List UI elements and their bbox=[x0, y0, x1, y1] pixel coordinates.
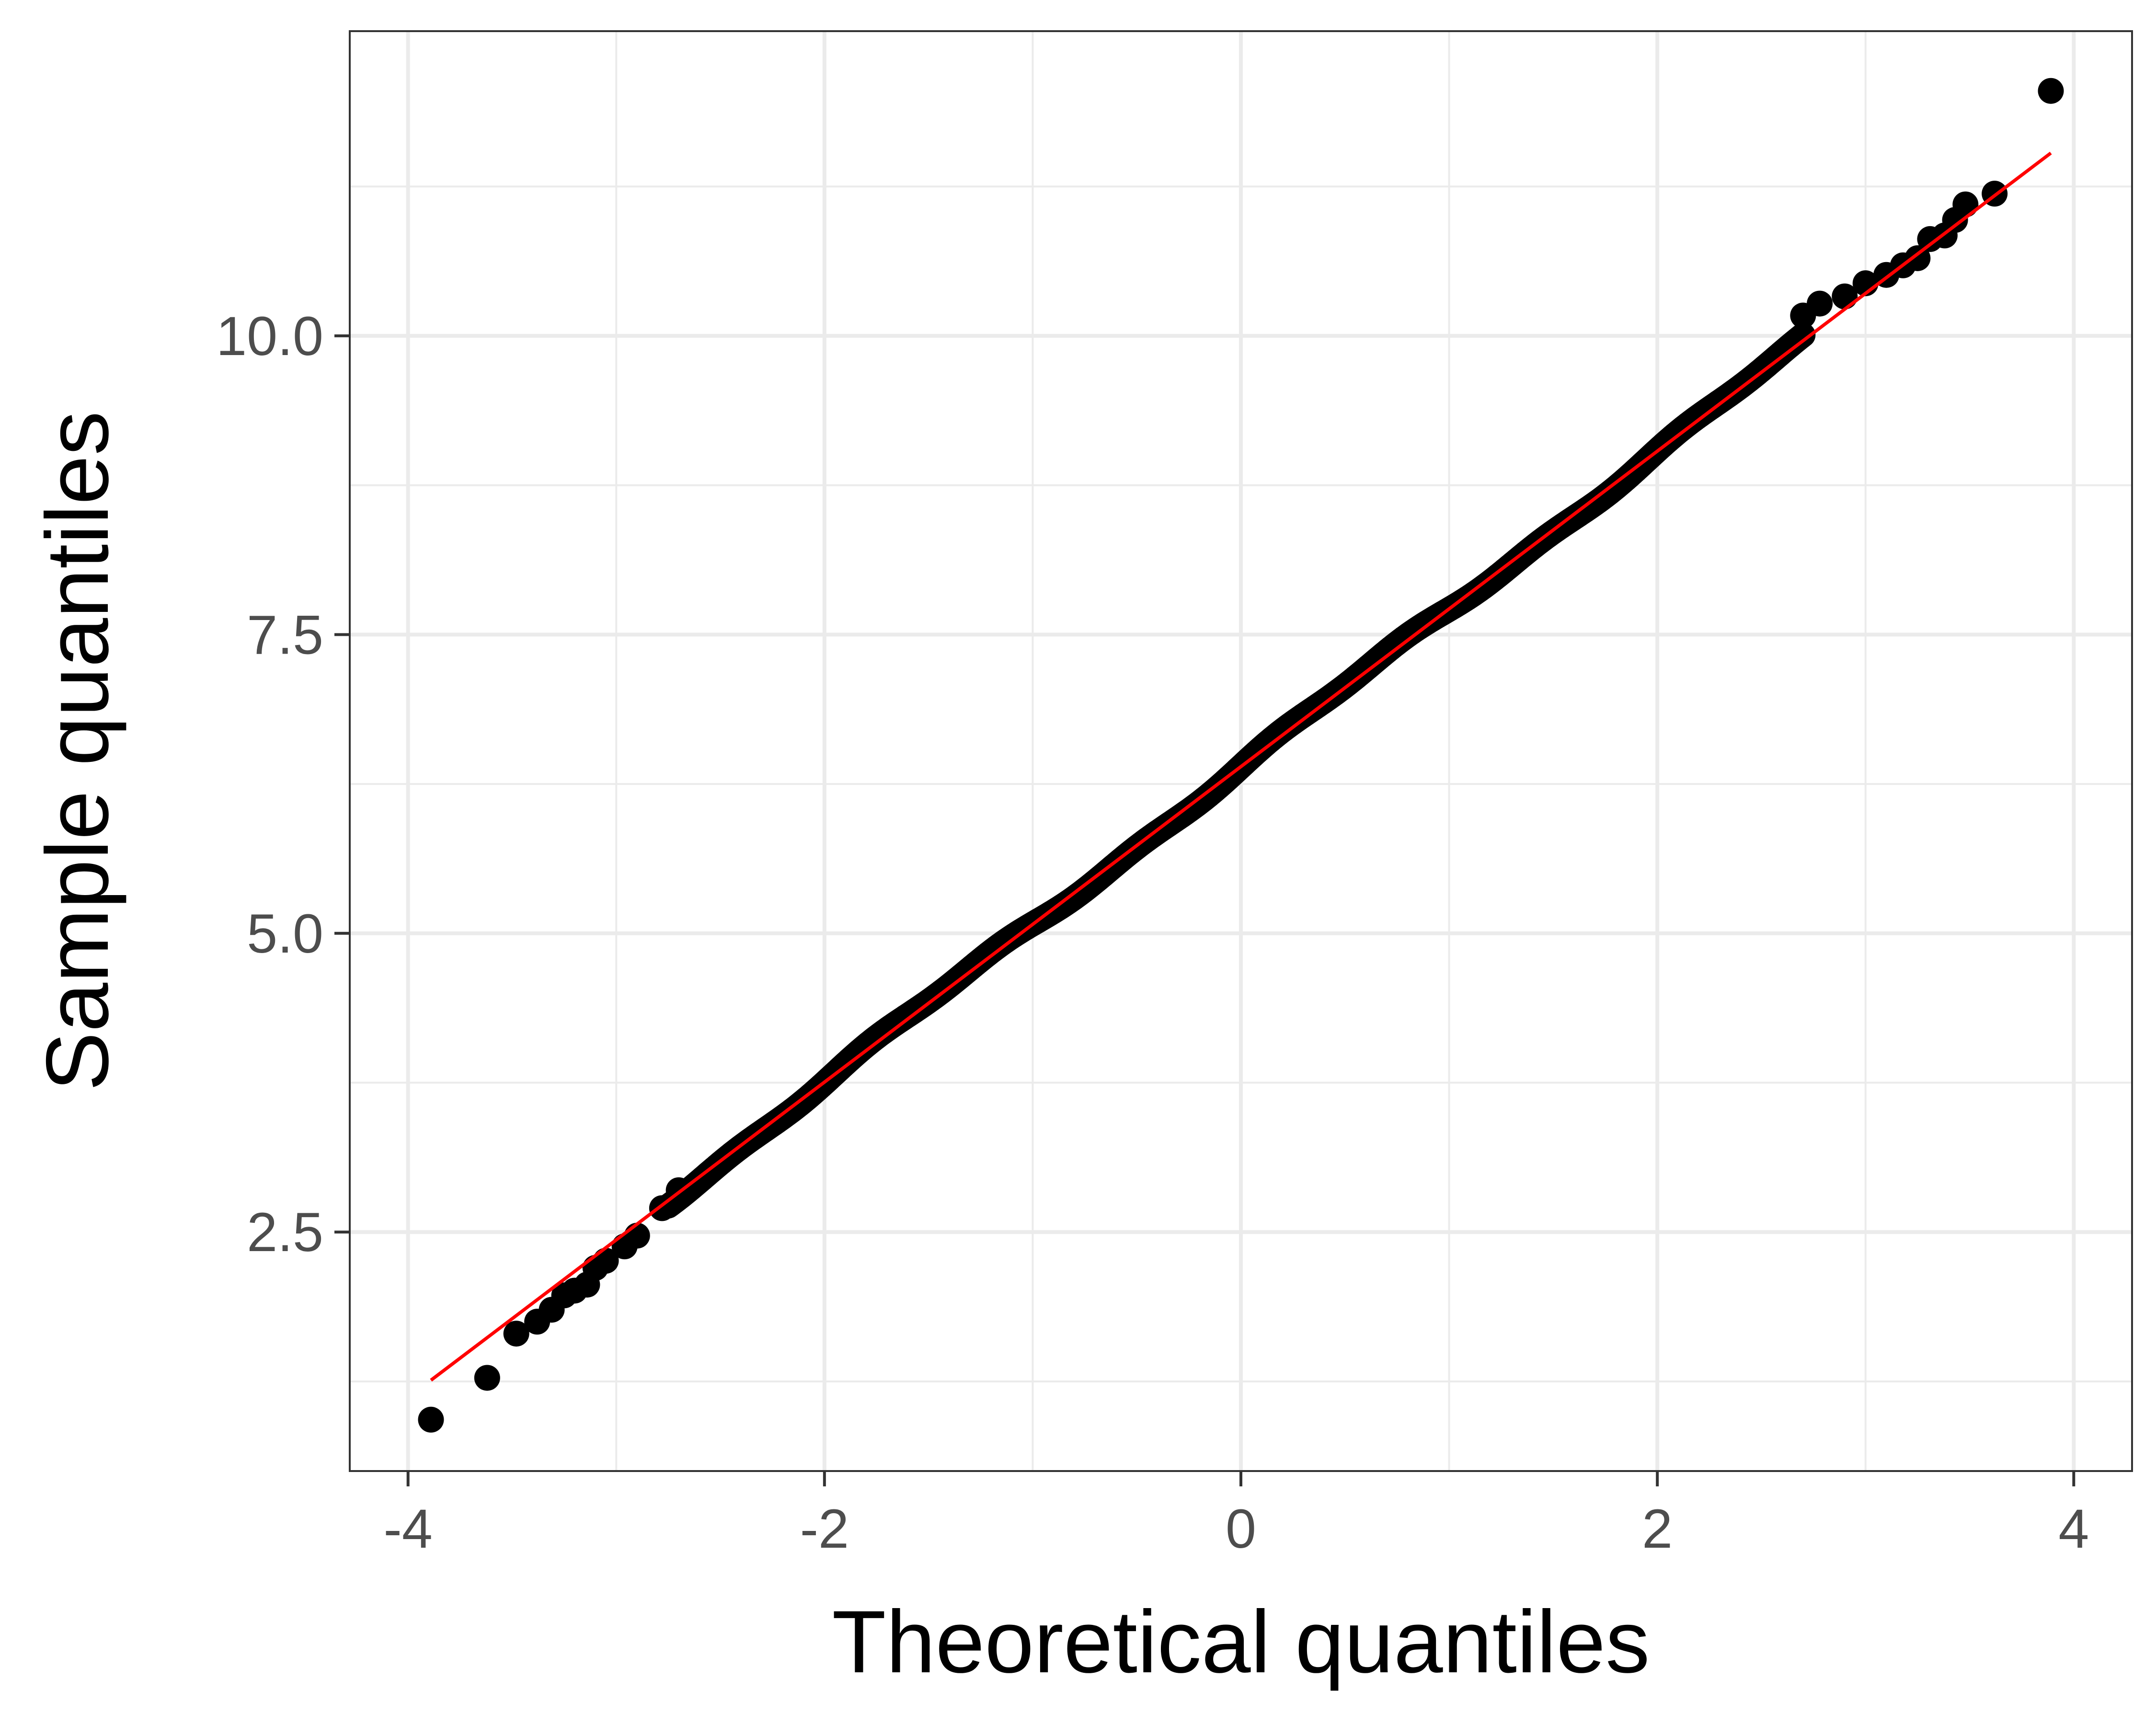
y-tick-label: 5.0 bbox=[247, 903, 323, 965]
x-tick-label: 2 bbox=[1642, 1498, 1673, 1560]
data-point bbox=[1952, 191, 1979, 218]
data-point bbox=[1807, 290, 1833, 317]
x-axis: -4 -2 0 2 4 bbox=[384, 1471, 2089, 1560]
x-tick-label: -4 bbox=[384, 1498, 433, 1560]
major-gridlines bbox=[350, 31, 2132, 1471]
reference-line bbox=[430, 151, 2052, 1382]
data-point bbox=[1904, 245, 1931, 271]
y-tick-label: 2.5 bbox=[247, 1202, 323, 1263]
data-point bbox=[1790, 322, 1816, 348]
data-point bbox=[624, 1222, 650, 1249]
y-tick-label: 7.5 bbox=[247, 604, 323, 666]
data-point bbox=[474, 1365, 500, 1391]
data-point bbox=[418, 1406, 444, 1433]
y-tick-label: 10.0 bbox=[216, 306, 323, 367]
y-axis-title: Sample quantiles bbox=[28, 411, 127, 1091]
x-tick-label: 0 bbox=[1226, 1498, 1256, 1560]
data-point bbox=[2038, 78, 2064, 104]
x-axis-title: Theoretical quantiles bbox=[832, 1593, 1650, 1691]
x-tick-label: 4 bbox=[2058, 1498, 2089, 1560]
x-tick-label: -2 bbox=[800, 1498, 849, 1560]
data-point bbox=[503, 1321, 529, 1347]
y-axis: 2.5 5.0 7.5 10.0 bbox=[216, 306, 350, 1263]
